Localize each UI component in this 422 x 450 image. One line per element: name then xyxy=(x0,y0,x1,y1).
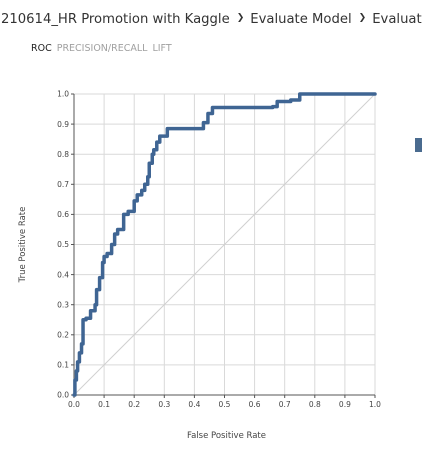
x-tick-label: 0.6 xyxy=(249,400,261,409)
x-tick-label: 0.0 xyxy=(68,400,80,409)
breadcrumb-item-current: Evaluation results xyxy=(372,11,422,27)
y-tick-label: 0.7 xyxy=(57,180,69,189)
y-tick-label: 0.4 xyxy=(57,270,69,279)
chevron-right-icon: ❯ xyxy=(236,13,245,23)
roc-curve-line xyxy=(72,92,377,397)
y-tick-label: 0.3 xyxy=(57,300,69,309)
y-tick-label: 0.5 xyxy=(57,240,69,249)
x-tick-label: 0.2 xyxy=(128,400,140,409)
chance-diagonal-line xyxy=(73,93,376,396)
y-tick-label: 0.1 xyxy=(57,361,69,370)
x-tick-label: 1.0 xyxy=(369,400,381,409)
y-tick-label: 0.2 xyxy=(57,331,69,340)
x-tick-label: 0.1 xyxy=(98,400,110,409)
y-tick-label: 0.8 xyxy=(57,150,69,159)
y-tick-label: 0.6 xyxy=(57,210,69,219)
y-tick-label: 0.9 xyxy=(57,120,69,129)
x-tick-label: 0.4 xyxy=(188,400,200,409)
tab-roc[interactable]: ROC xyxy=(31,43,52,54)
chart-grid xyxy=(73,93,376,396)
x-tick-label: 0.8 xyxy=(309,400,321,409)
x-axis-ticks: 0.0 0.1 0.2 0.3 0.4 0.5 0.6 0.7 0.8 0.9 1.0 xyxy=(68,395,381,409)
y-axis-ticks: 0.0 0.1 0.2 0.3 0.4 0.5 0.6 0.7 0.8 0.9 1.0 xyxy=(57,90,74,400)
y-tick-label: 1.0 xyxy=(57,90,69,99)
tab-precision-recall[interactable]: PRECISION/RECALL xyxy=(56,43,148,54)
breadcrumb-item-module[interactable]: Evaluate Model xyxy=(250,11,352,27)
x-tick-label: 0.5 xyxy=(219,400,231,409)
x-tick-label: 0.7 xyxy=(279,400,291,409)
panel-collapse-handle[interactable] xyxy=(415,138,422,152)
breadcrumb: 210614_HR Promotion with Kaggle ❯ Evalua… xyxy=(1,9,422,29)
breadcrumb-item-experiment[interactable]: 210614_HR Promotion with Kaggle xyxy=(1,11,230,27)
y-axis-title: True Positive Rate xyxy=(18,207,28,284)
x-axis-title: False Positive Rate xyxy=(187,431,266,441)
tab-lift[interactable]: LIFT xyxy=(152,43,172,54)
chart-tabs: ROC PRECISION/RECALL LIFT xyxy=(31,43,177,54)
x-tick-label: 0.9 xyxy=(339,400,351,409)
x-tick-label: 0.3 xyxy=(158,400,170,409)
chevron-right-icon: ❯ xyxy=(358,13,367,23)
y-tick-label: 0.0 xyxy=(57,391,69,400)
